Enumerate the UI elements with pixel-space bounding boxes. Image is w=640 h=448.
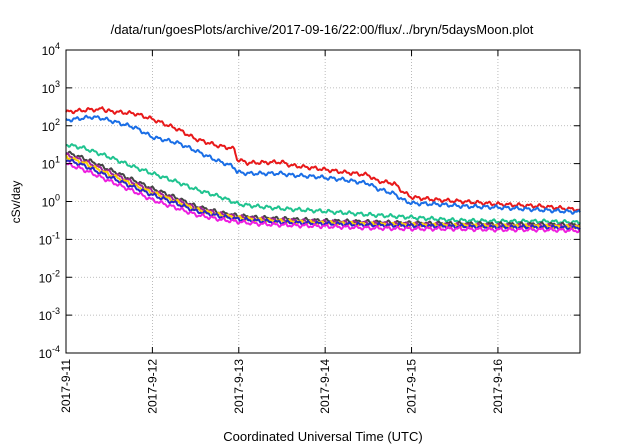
y-tick-label: 10-2 [39, 268, 60, 285]
series-line-1 [65, 106, 581, 213]
y-tick-base: 10 [42, 120, 56, 134]
y-tick-label: 10-3 [39, 306, 60, 323]
series-line-2 [65, 114, 581, 215]
y-tick-base: 10 [42, 44, 56, 58]
y-tick-exponent: -2 [52, 268, 60, 278]
y-tick-exponent: 1 [55, 155, 60, 165]
gridlines [66, 49, 580, 354]
y-tick-label: 103 [42, 79, 60, 96]
y-tick-exponent: 0 [55, 193, 60, 203]
y-tick-exponent: 3 [55, 79, 60, 89]
y-tick-exponent: -3 [52, 306, 60, 316]
x-tick-label: 2017-9-12 [145, 359, 159, 414]
series-group [65, 106, 581, 234]
y-tick-label: 104 [42, 41, 60, 58]
y-tick-base: 10 [42, 82, 56, 96]
x-tick-label: 2017-9-11 [59, 359, 73, 413]
plot-frame [65, 49, 581, 354]
y-tick-base: 10 [39, 233, 53, 247]
y-axis-label: cSv/day [9, 181, 23, 224]
x-tick-label: 2017-9-13 [232, 359, 246, 414]
x-axis-label: Coordinated Universal Time (UTC) [223, 429, 422, 444]
series-line-8 [65, 162, 581, 234]
chart-title: /data/run/goesPlots/archive/2017-09-16/2… [111, 22, 534, 37]
y-tick-base: 10 [42, 158, 56, 172]
y-tick-label: 10-1 [39, 230, 60, 247]
y-tick-label: 10-4 [39, 344, 60, 361]
y-tick-label: 102 [42, 117, 60, 134]
y-tick-base: 10 [39, 309, 53, 323]
y-tick-exponent: 4 [55, 41, 60, 51]
y-tick-base: 10 [42, 196, 56, 210]
x-tick-label: 2017-9-15 [405, 359, 419, 414]
y-tick-exponent: -4 [52, 344, 60, 354]
x-axis-ticks: 2017-9-11 2017-9-12 2017-9-13 2017-9-14 2017… [59, 50, 505, 414]
y-tick-label: 101 [42, 155, 60, 172]
y-tick-exponent: 2 [55, 117, 60, 127]
series-line-6 [65, 154, 581, 230]
x-tick-label: 2017-9-16 [491, 359, 505, 414]
y-tick-base: 10 [39, 271, 53, 285]
y-tick-label: 100 [42, 193, 60, 210]
y-tick-base: 10 [39, 347, 53, 361]
series-line-3 [65, 143, 581, 226]
x-tick-label: 2017-9-14 [318, 359, 332, 414]
y-tick-exponent: -1 [52, 230, 60, 240]
